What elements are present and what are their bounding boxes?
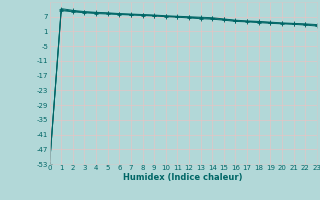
- X-axis label: Humidex (Indice chaleur): Humidex (Indice chaleur): [124, 173, 243, 182]
